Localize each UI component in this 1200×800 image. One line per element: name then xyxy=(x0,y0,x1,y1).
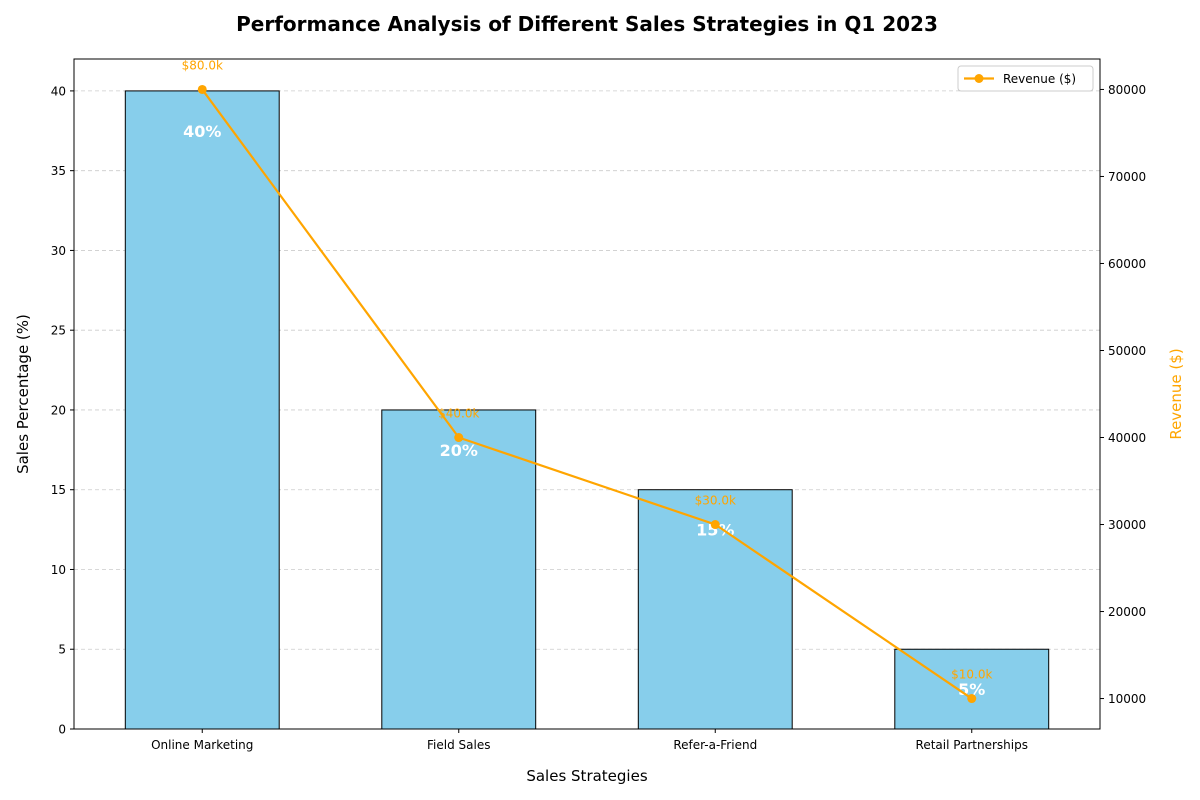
y2-axis-title: Revenue ($) xyxy=(1167,348,1185,439)
revenue-label-layer: $80.0k $40.0k $30.0k $10.0k xyxy=(182,58,993,681)
legend-marker xyxy=(974,74,984,83)
y-tick-label: 20 xyxy=(51,403,66,417)
x-tick-label: Field Sales xyxy=(427,738,490,752)
y-tick-label: 30 xyxy=(51,244,66,258)
line-layer xyxy=(197,84,977,704)
axis-layer: 0 5 10 15 20 25 30 35 40 10000 20000 30000 40000 5000… xyxy=(51,58,1146,752)
bar xyxy=(124,90,280,730)
y2-tick-label: 10000 xyxy=(1108,692,1146,706)
revenue-line xyxy=(201,88,973,700)
bar-layer xyxy=(124,90,1050,730)
plot-frame xyxy=(73,58,1101,730)
bar-label-layer: 40%20%15%5% xyxy=(183,122,985,699)
legend-box xyxy=(957,65,1094,92)
bar-value-label: 20% xyxy=(440,441,478,460)
revenue-point xyxy=(967,694,977,704)
chart-title: Performance Analysis of Different Sales … xyxy=(236,12,938,36)
revenue-point xyxy=(454,433,464,443)
y-tick-label: 0 xyxy=(58,723,66,737)
y-tick-label: 15 xyxy=(51,483,66,497)
x-axis-title: Sales Strategies xyxy=(526,767,647,785)
bar xyxy=(381,409,537,730)
revenue-point xyxy=(710,520,720,530)
x-tick-label: Refer-a-Friend xyxy=(673,738,757,752)
y2-tick-label: 60000 xyxy=(1108,257,1146,271)
y2-tick-label: 70000 xyxy=(1108,170,1146,184)
y-tick-label: 10 xyxy=(51,563,66,577)
y-tick-label: 35 xyxy=(51,164,66,178)
y2-tick-label: 20000 xyxy=(1108,605,1146,619)
x-tick-label: Online Marketing xyxy=(151,738,253,752)
x-tick-label: Retail Partnerships xyxy=(916,738,1028,752)
y-axis-title: Sales Percentage (%) xyxy=(14,314,32,474)
legend: Revenue ($) xyxy=(957,65,1094,92)
revenue-value-label: $40.0k xyxy=(438,407,479,421)
y2-tick-label: 50000 xyxy=(1108,344,1146,358)
bar xyxy=(637,489,793,730)
revenue-value-label: $10.0k xyxy=(951,668,992,682)
y2-tick-label: 30000 xyxy=(1108,518,1146,532)
y-tick-label: 5 xyxy=(58,643,66,657)
revenue-value-label: $80.0k xyxy=(182,58,223,72)
bar-value-label: 15% xyxy=(696,521,734,540)
y-tick-label: 25 xyxy=(51,324,66,338)
y2-tick-label: 80000 xyxy=(1108,83,1146,97)
y2-tick-label: 40000 xyxy=(1108,431,1146,445)
legend-label: Revenue ($) xyxy=(1003,72,1076,86)
bar-value-label: 40% xyxy=(183,122,221,141)
revenue-value-label: $30.0k xyxy=(695,494,736,508)
y-tick-label: 40 xyxy=(51,84,66,98)
revenue-point xyxy=(197,84,207,94)
